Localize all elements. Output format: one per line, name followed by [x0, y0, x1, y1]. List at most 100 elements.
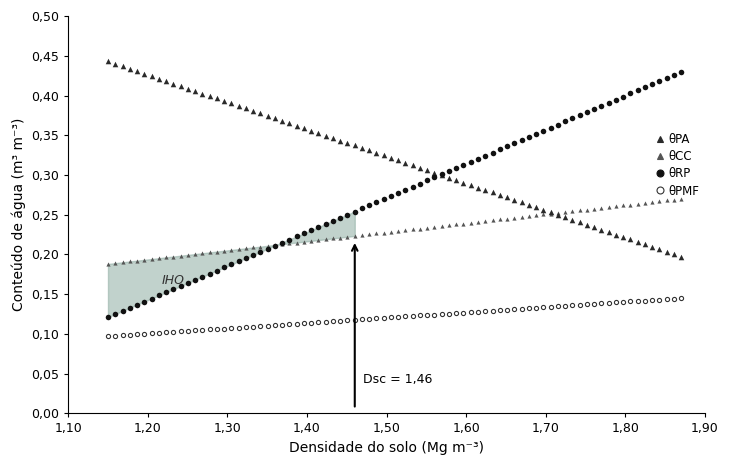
Point	[661, 197, 672, 204]
Point	[240, 105, 252, 112]
Point	[255, 110, 266, 117]
Point	[378, 151, 390, 159]
Point	[653, 296, 665, 303]
Point	[153, 75, 165, 82]
Point	[661, 74, 672, 82]
Point	[392, 157, 404, 164]
Point	[334, 137, 346, 144]
Point	[218, 325, 230, 332]
Point	[283, 236, 295, 243]
Point	[545, 303, 556, 310]
Point	[566, 216, 578, 223]
Point	[131, 68, 143, 75]
Point	[160, 77, 172, 85]
Point	[196, 326, 208, 334]
Point	[639, 199, 650, 207]
Point	[298, 230, 310, 237]
Point	[399, 313, 411, 320]
Point	[312, 236, 324, 244]
Point	[189, 327, 201, 334]
Point	[646, 243, 658, 251]
Point	[508, 196, 520, 204]
Point	[574, 219, 585, 226]
Point	[508, 139, 520, 147]
Point	[407, 183, 418, 191]
Point	[356, 144, 368, 152]
Point	[283, 240, 295, 247]
Point	[414, 180, 426, 187]
Point	[196, 249, 208, 257]
Point	[196, 90, 208, 97]
Point	[480, 217, 491, 225]
Point	[153, 254, 165, 262]
Point	[233, 102, 245, 110]
Point	[146, 73, 158, 80]
Point	[523, 212, 534, 220]
Point	[291, 233, 302, 240]
Point	[661, 295, 672, 303]
Point	[385, 314, 397, 321]
Point	[247, 251, 259, 259]
Point	[110, 332, 121, 340]
Point	[189, 276, 201, 284]
Point	[204, 326, 215, 333]
Point	[480, 186, 491, 194]
Point	[233, 258, 245, 265]
Point	[167, 328, 179, 336]
Point	[371, 315, 383, 322]
Point	[305, 127, 317, 134]
Point	[610, 203, 622, 210]
Point	[596, 300, 607, 307]
Point	[117, 62, 128, 70]
Point	[472, 218, 484, 226]
Point	[610, 231, 622, 238]
Point	[211, 325, 223, 333]
Point	[305, 226, 317, 234]
Point	[523, 133, 534, 141]
Point	[588, 300, 600, 308]
Point	[596, 102, 607, 110]
Point	[240, 245, 252, 252]
Point	[305, 319, 317, 327]
Point	[392, 189, 404, 197]
Point	[574, 206, 585, 214]
Point	[291, 320, 302, 328]
Point	[226, 324, 237, 332]
Point	[139, 298, 150, 305]
Point	[269, 322, 281, 329]
Text: Dsc = 1,46: Dsc = 1,46	[363, 373, 432, 386]
Point	[436, 171, 447, 178]
Point	[450, 177, 462, 184]
Point	[581, 301, 593, 308]
Point	[502, 143, 513, 150]
Point	[255, 248, 266, 256]
Point	[399, 159, 411, 166]
Point	[610, 299, 622, 306]
Point	[545, 124, 556, 131]
Point	[458, 179, 469, 186]
Point	[668, 71, 680, 79]
Point	[487, 217, 499, 224]
Point	[472, 308, 484, 315]
Point	[421, 224, 433, 232]
Point	[110, 60, 121, 68]
Point	[574, 301, 585, 308]
Point	[624, 236, 636, 243]
Point	[218, 97, 230, 105]
Point	[465, 219, 477, 226]
Point	[312, 130, 324, 137]
Point	[226, 246, 237, 254]
Point	[436, 310, 447, 318]
Point	[247, 107, 259, 115]
Point	[668, 295, 680, 302]
Point	[276, 239, 288, 247]
Point	[276, 117, 288, 124]
Point	[508, 306, 520, 313]
Point	[515, 199, 527, 206]
Point	[349, 232, 361, 240]
Point	[102, 58, 114, 65]
Point	[631, 238, 643, 246]
Point	[502, 215, 513, 222]
Point	[545, 210, 556, 218]
Point	[327, 235, 339, 242]
